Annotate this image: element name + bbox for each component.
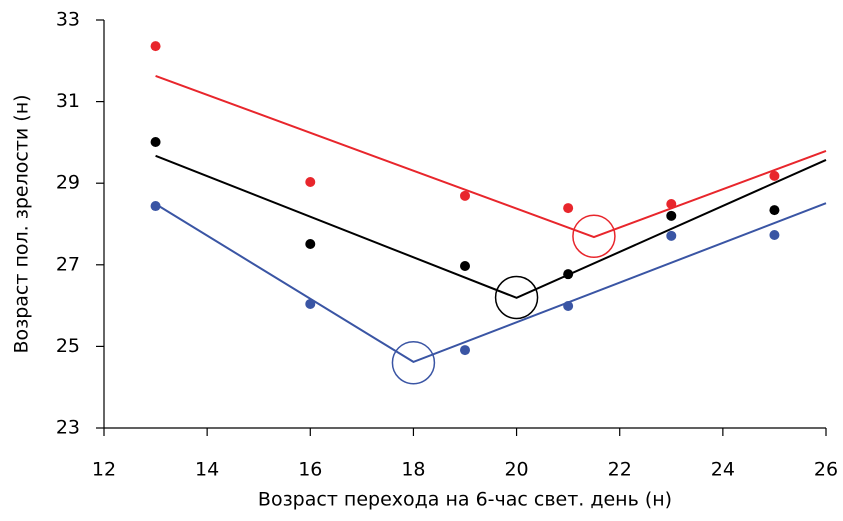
point xyxy=(460,261,470,272)
y-tick-label: 23 xyxy=(56,417,80,439)
y-axis-label: Возраст пол. зрелости (н) xyxy=(11,94,33,353)
point xyxy=(769,230,780,241)
point xyxy=(563,301,574,312)
fit-line xyxy=(155,154,827,299)
point xyxy=(460,190,470,201)
point xyxy=(666,230,677,241)
x-tick-label: 22 xyxy=(608,459,632,481)
x-tick-label: 14 xyxy=(195,459,219,481)
point xyxy=(305,298,316,309)
point xyxy=(666,199,677,210)
fit-line xyxy=(155,74,827,239)
y-tick-label: 25 xyxy=(56,335,80,357)
breakpoint-circle xyxy=(494,275,539,320)
point xyxy=(150,136,161,147)
point xyxy=(305,238,316,249)
breakpoint-circle xyxy=(391,340,436,385)
y-tick-label: 27 xyxy=(56,253,80,275)
fit-line xyxy=(155,202,827,364)
x-tick-label: 12 xyxy=(92,459,116,481)
point xyxy=(150,201,161,212)
y-tick-label: 31 xyxy=(56,90,80,112)
x-tick-label: 18 xyxy=(401,459,425,481)
breakpoint-circle xyxy=(572,214,616,258)
y-tick-label: 29 xyxy=(56,172,80,194)
point xyxy=(666,210,677,221)
point xyxy=(563,203,574,214)
point xyxy=(563,269,574,280)
x-tick-label: 26 xyxy=(814,459,838,481)
x-tick-label: 24 xyxy=(711,459,735,481)
y-tick-label: 33 xyxy=(56,9,80,31)
point xyxy=(769,205,780,216)
point xyxy=(769,170,780,181)
x-tick-label: 16 xyxy=(298,459,322,481)
point xyxy=(150,41,161,52)
x-tick-label: 20 xyxy=(504,459,528,481)
x-axis-label: Возраст перехода на 6-час свет. день (н) xyxy=(258,489,672,511)
point xyxy=(460,345,470,356)
point xyxy=(305,176,316,187)
